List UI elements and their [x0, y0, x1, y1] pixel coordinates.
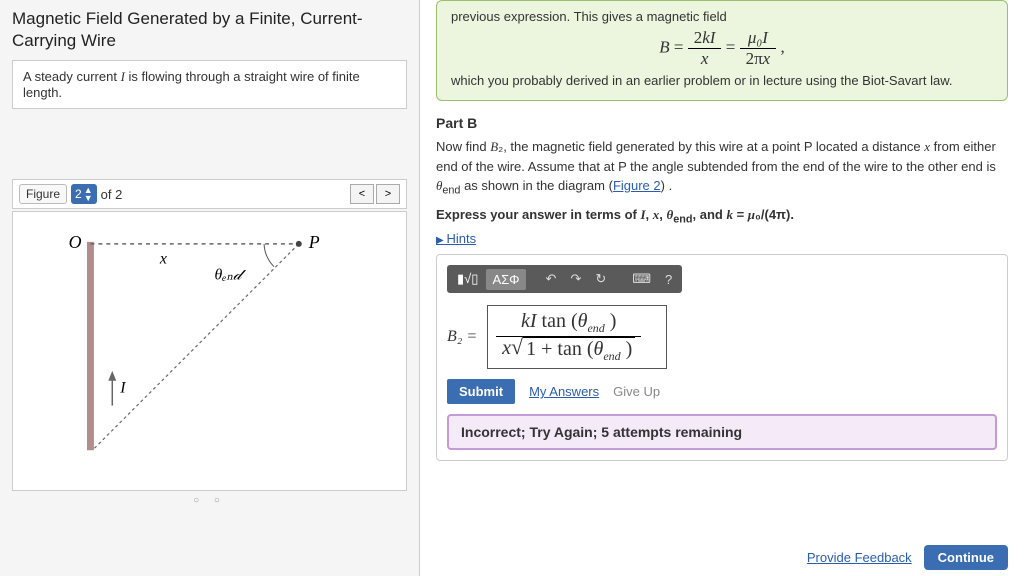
svg-text:x: x [159, 251, 167, 268]
svg-text:I: I [119, 380, 126, 397]
figure-label: Figure [19, 184, 67, 204]
figure-next-button[interactable]: > [376, 184, 400, 204]
part-b-text: Now find B₂, the magnetic field generate… [436, 137, 1008, 199]
hint-box: previous expression. This gives a magnet… [436, 0, 1008, 101]
keyboard-button[interactable]: ⌨ [626, 268, 657, 290]
hint-line1: previous expression. This gives a magnet… [451, 9, 993, 24]
figure-of-text: of 2 [101, 187, 123, 202]
figure-prev-button[interactable]: < [350, 184, 374, 204]
give-up-link[interactable]: Give Up [613, 384, 660, 399]
greek-button[interactable]: ΑΣΦ [486, 269, 525, 290]
hint-line2: which you probably derived in an earlier… [451, 73, 993, 88]
hints-toggle[interactable]: Hints [436, 231, 476, 246]
template-button[interactable]: ▮√▯ [451, 268, 484, 290]
provide-feedback-link[interactable]: Provide Feedback [807, 550, 912, 565]
reset-button[interactable]: ↻ [589, 268, 612, 290]
undo-button[interactable]: ↶ [540, 268, 563, 290]
help-button[interactable]: ? [659, 269, 678, 290]
answer-label: B₂ = [447, 328, 477, 346]
answer-input[interactable]: kI tan (θend ) x√1 + tan (θend ) [487, 305, 667, 369]
submit-button[interactable]: Submit [447, 379, 515, 404]
continue-button[interactable]: Continue [924, 545, 1008, 570]
page-title: Magnetic Field Generated by a Finite, Cu… [12, 8, 407, 52]
feedback-message: Incorrect; Try Again; 5 attempts remaini… [447, 414, 997, 450]
intro-text: A steady current I is flowing through a … [23, 69, 360, 100]
figure-toolbar: Figure 2▲▼ of 2 < > [12, 179, 407, 209]
hint-formula: B = 2kIx = μ₀I2πx , [451, 24, 993, 73]
figure-pager-dots: ○ ○ [12, 495, 407, 506]
figure-selector[interactable]: 2▲▼ [71, 184, 97, 204]
figure-2-link[interactable]: Figure 2 [613, 178, 661, 193]
intro-box: A steady current I is flowing through a … [12, 60, 407, 109]
part-b-header: Part B [436, 115, 1008, 131]
svg-text:θₑₙ𝒹: θₑₙ𝒹 [214, 267, 246, 284]
equation-toolbar: ▮√▯ ΑΣΦ ↶ ↷ ↻ ⌨ ? [447, 265, 682, 293]
right-panel: previous expression. This gives a magnet… [420, 0, 1024, 576]
left-panel: Magnetic Field Generated by a Finite, Cu… [0, 0, 420, 576]
svg-text:O: O [69, 232, 82, 252]
figure-canvas: O x P θₑₙ𝒹 I [12, 211, 407, 491]
answer-box: ▮√▯ ΑΣΦ ↶ ↷ ↻ ⌨ ? B₂ = kI tan (θend ) x√… [436, 254, 1008, 461]
my-answers-link[interactable]: My Answers [529, 384, 599, 399]
redo-button[interactable]: ↷ [564, 268, 587, 290]
svg-text:P: P [308, 232, 320, 252]
express-instruction: Express your answer in terms of I, x, θe… [436, 207, 1008, 226]
